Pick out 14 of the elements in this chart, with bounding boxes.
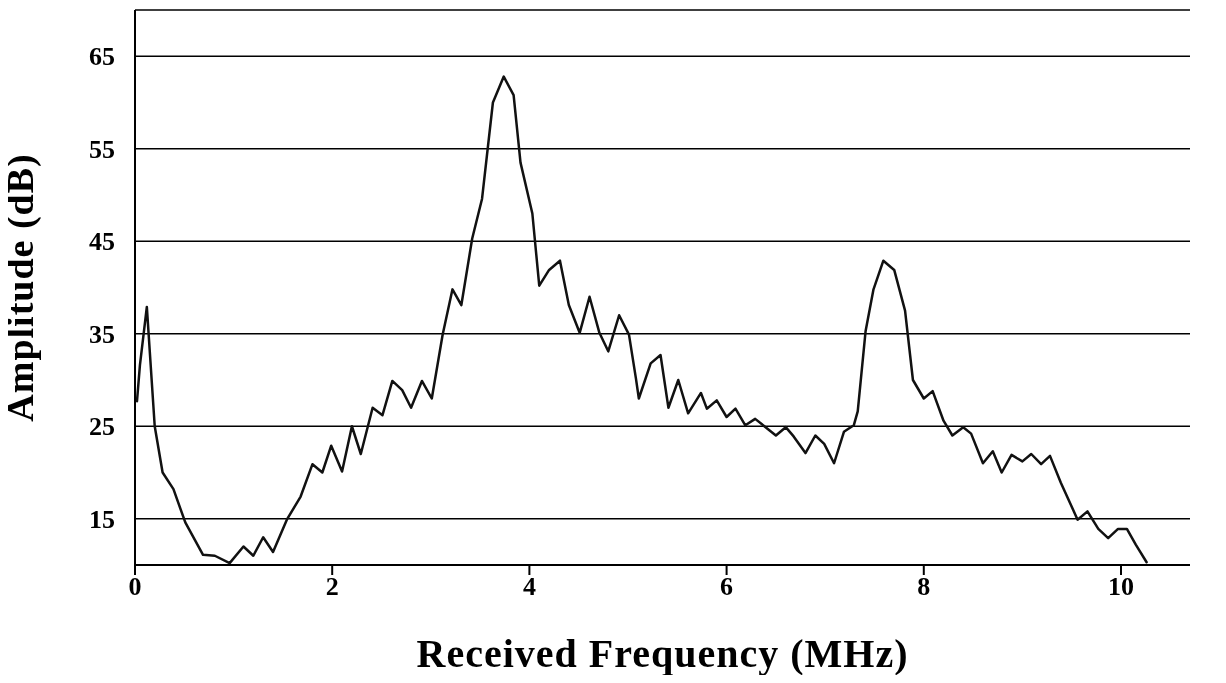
line-series	[135, 75, 1148, 565]
y-tick-label: 65	[89, 42, 115, 72]
y-tick-label: 15	[89, 504, 115, 534]
y-tick-label: 25	[89, 412, 115, 442]
y-tick-label: 45	[89, 227, 115, 257]
x-axis-title: Received Frequency (MHz)	[416, 631, 909, 676]
x-tick-label: 6	[720, 572, 734, 602]
x-tick-label: 10	[1107, 572, 1134, 602]
x-tick-label: 0	[128, 572, 142, 602]
y-tick-label: 35	[89, 319, 115, 349]
x-tick-label: 4	[522, 572, 536, 602]
y-tick-label: 55	[89, 134, 115, 164]
x-tick-label: 2	[325, 572, 339, 602]
x-tick-label: 8	[917, 572, 931, 602]
